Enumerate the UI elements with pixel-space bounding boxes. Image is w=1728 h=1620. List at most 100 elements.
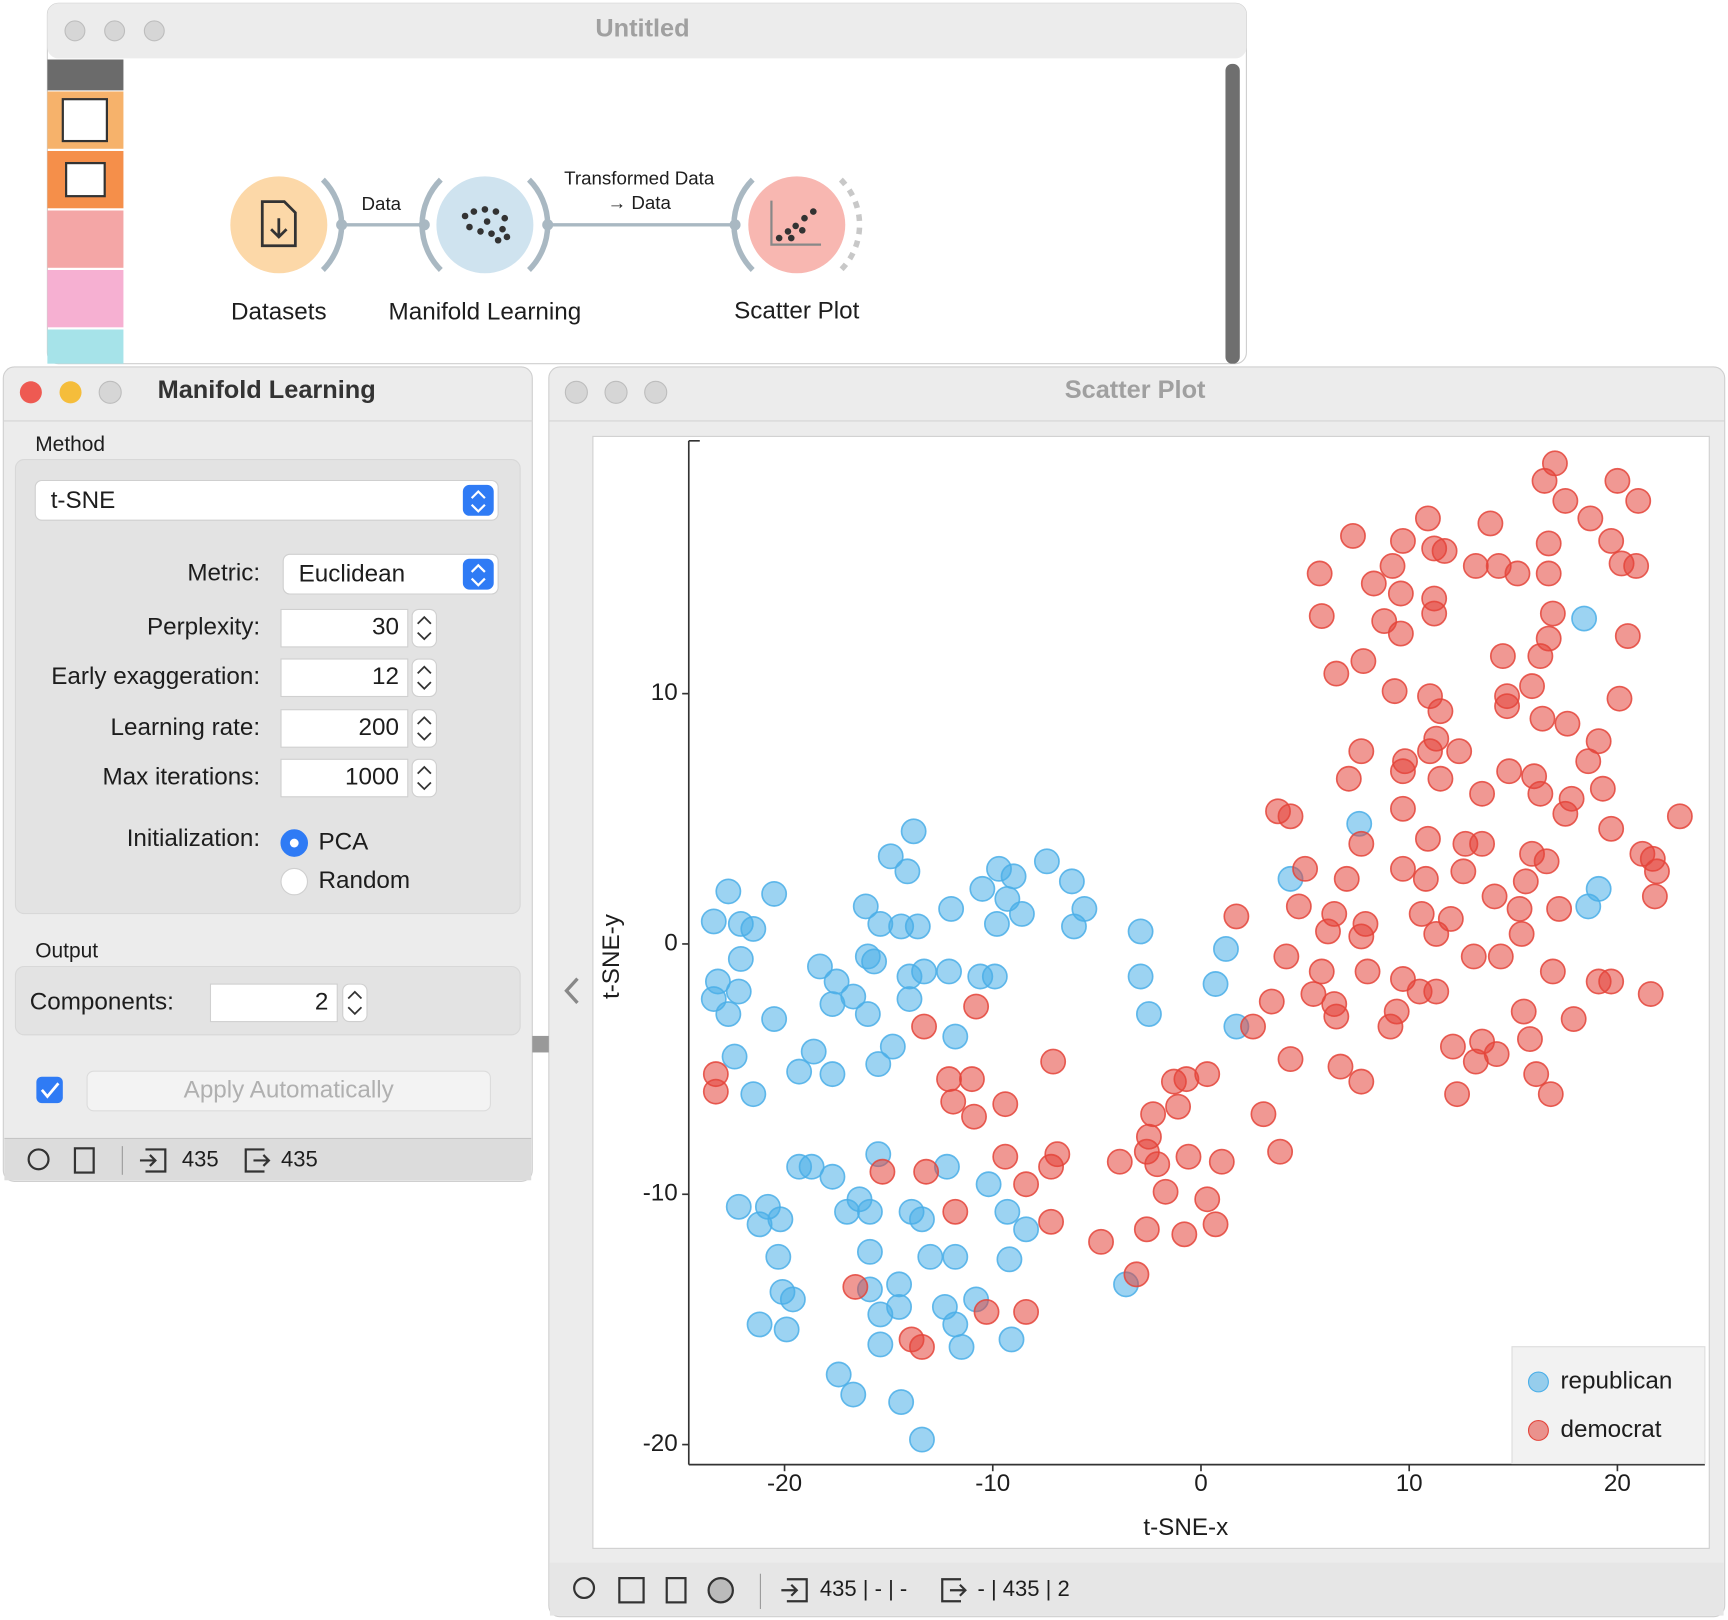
collapse-arrow[interactable] (564, 977, 579, 1004)
point (1194, 1186, 1221, 1213)
toolbox-tile[interactable] (47, 270, 124, 328)
widget-node[interactable] (436, 176, 534, 274)
x-tick-label: -10 (975, 1470, 1010, 1497)
zoom-button[interactable] (644, 380, 668, 404)
spin-box[interactable] (280, 758, 409, 798)
point (865, 1051, 892, 1078)
y-tick-label: -20 (643, 1430, 678, 1457)
widget-label: Manifold Learning (389, 298, 582, 325)
point (886, 1271, 913, 1298)
status-output: 435 (281, 1146, 318, 1171)
method-combo[interactable] (34, 479, 499, 521)
point (1202, 971, 1229, 997)
toolbar-toggle[interactable] (47, 59, 124, 91)
point (996, 1246, 1023, 1273)
toolbox-tile[interactable] (47, 210, 124, 268)
combo-arrow (462, 484, 494, 516)
point (1504, 560, 1531, 587)
spin-box[interactable] (280, 608, 409, 648)
point (1308, 958, 1335, 985)
point (888, 1389, 915, 1415)
spin-stepper (411, 709, 437, 748)
minimize-button[interactable] (604, 380, 628, 404)
help-icon[interactable] (573, 1577, 596, 1600)
point (715, 878, 742, 905)
toolbox-tile[interactable] (47, 329, 124, 364)
point (1423, 978, 1450, 1005)
point (936, 958, 962, 985)
close-button[interactable] (64, 20, 86, 42)
point (911, 958, 938, 985)
spin-stepper (411, 608, 437, 648)
point (1494, 693, 1521, 720)
point (940, 1088, 967, 1115)
legend-label: republican (1560, 1367, 1672, 1394)
palette-icon[interactable] (707, 1577, 734, 1604)
point (1165, 1093, 1192, 1120)
save-icon[interactable] (618, 1577, 645, 1604)
report-icon[interactable] (665, 1577, 687, 1604)
close-button[interactable] (19, 381, 42, 404)
point (975, 1171, 1002, 1198)
radio-label: Random (318, 867, 410, 894)
point (1133, 1216, 1160, 1243)
zoom-button[interactable] (98, 380, 122, 404)
output-icon (941, 1578, 967, 1603)
point (1535, 530, 1562, 557)
minimize-button[interactable] (59, 381, 82, 404)
minimize-button[interactable] (104, 20, 126, 42)
spin-value: 200 (359, 714, 399, 741)
point (1088, 1228, 1114, 1255)
point (840, 1381, 867, 1408)
field-label: Metric: (187, 560, 260, 587)
scrollbar[interactable] (1225, 63, 1240, 364)
link-label: Data (362, 193, 402, 214)
point (786, 1058, 813, 1085)
metric-combo[interactable] (282, 553, 499, 595)
point (1496, 758, 1523, 785)
apply-button[interactable] (86, 1070, 491, 1112)
spin-box[interactable] (280, 709, 409, 748)
point (1554, 710, 1581, 737)
spin-stepper (411, 658, 437, 698)
field-label: Perplexity: (147, 614, 260, 641)
spin-box[interactable] (280, 658, 409, 698)
point (1335, 765, 1362, 792)
spin-stepper[interactable] (342, 983, 368, 1023)
point (909, 1206, 935, 1233)
point (1589, 775, 1616, 802)
checkbox[interactable] (36, 1076, 63, 1104)
point (1379, 553, 1406, 579)
close-button[interactable] (564, 380, 588, 404)
point (1315, 918, 1341, 945)
point (1387, 620, 1414, 647)
point (1414, 505, 1441, 532)
point (807, 953, 833, 980)
point (1389, 795, 1416, 822)
point (1213, 936, 1239, 962)
point (1552, 487, 1579, 514)
spin-box[interactable] (209, 983, 338, 1023)
scatter-window: Scatter Plot -20 -10 0 10 20 -20 -10 0 10 t-SNE-x… (532, 366, 1726, 1618)
point (779, 1286, 806, 1313)
point (1508, 920, 1535, 947)
zoom-button[interactable] (143, 20, 165, 42)
report-icon[interactable] (73, 1147, 95, 1174)
point (983, 910, 1010, 937)
splitter[interactable] (532, 1035, 549, 1053)
help-icon[interactable] (27, 1148, 50, 1171)
icon (61, 98, 108, 143)
point (981, 963, 1008, 990)
point (700, 908, 727, 935)
point (911, 1013, 938, 1040)
point (1529, 705, 1556, 732)
radio-button[interactable] (280, 867, 309, 896)
field-label: Initialization: (127, 825, 260, 852)
point (1469, 830, 1496, 857)
point (1489, 643, 1516, 670)
point (1512, 868, 1539, 895)
point (725, 978, 752, 1005)
stepper-icon (417, 765, 432, 791)
status-input: 435 (182, 1146, 219, 1171)
point (1038, 1208, 1065, 1235)
